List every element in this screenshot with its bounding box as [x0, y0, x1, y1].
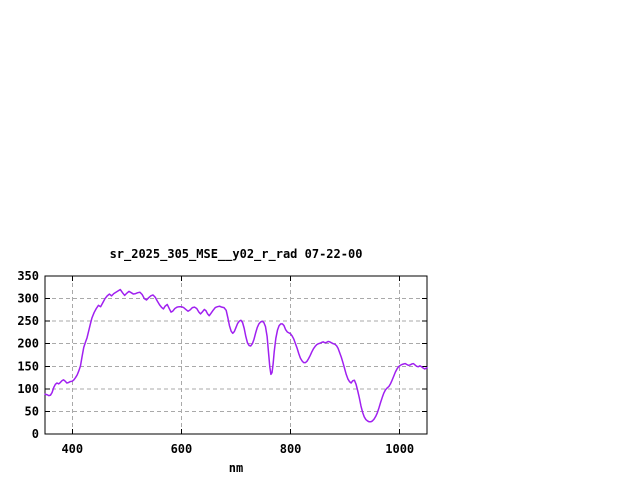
x-tick-label: 1000 — [385, 442, 414, 456]
x-axis-label: nm — [228, 461, 244, 475]
spectrum-line — [44, 288, 428, 423]
chart-title: sr_2025_305_MSE__y02_r_rad 07-22-00 — [109, 247, 363, 261]
plot-border — [44, 275, 428, 435]
y-tick-label: 200 — [17, 337, 39, 351]
y-tick-label: 350 — [17, 269, 39, 283]
y-tick-label: 300 — [17, 292, 39, 306]
x-tick-label: 800 — [280, 442, 302, 456]
y-tick-label: 50 — [25, 404, 39, 418]
y-tick-label: 0 — [32, 427, 39, 441]
x-tick-label: 600 — [171, 442, 193, 456]
x-tick-label: 400 — [61, 442, 83, 456]
y-tick-label: 250 — [17, 314, 39, 328]
y-tick-label: 150 — [17, 359, 39, 373]
y-tick-label: 100 — [17, 382, 39, 396]
